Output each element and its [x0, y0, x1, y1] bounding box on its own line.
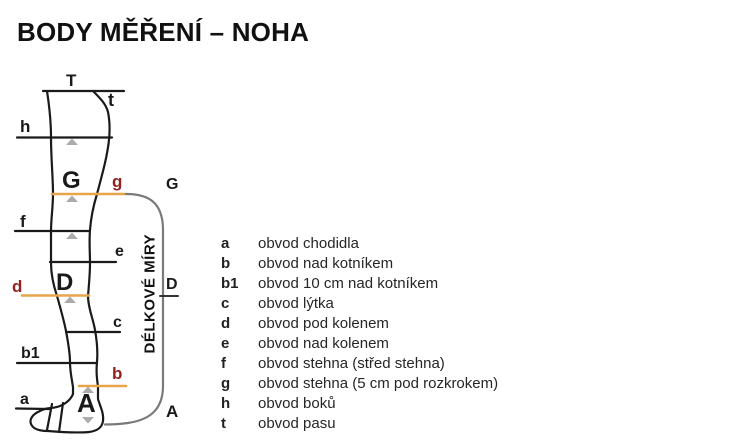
legend-letter: b1 — [221, 274, 239, 292]
foot-outline — [29, 392, 105, 434]
legend-letter: c — [221, 294, 230, 312]
legend-text: obvod stehna (5 cm pod rozkrokem) — [258, 374, 499, 392]
label-A-big: A — [77, 388, 96, 418]
legend-text: obvod 10 cm nad kotníkem — [258, 274, 439, 292]
label-a: a — [20, 391, 29, 408]
legend-item-g: g obvod stehna (5 cm pod rozkrokem) — [221, 373, 498, 393]
bracket-label-G: G — [166, 176, 179, 193]
leg-outline-right — [86, 89, 111, 396]
legend-text: obvod pod kolenem — [258, 314, 389, 332]
legend-item-h: h obvod boků — [221, 393, 498, 413]
legend-item-f: f obvod stehna (střed stehna) — [221, 353, 498, 373]
marker-triangle-down-A — [82, 417, 94, 424]
legend-text: obvod boků — [258, 394, 336, 412]
marker-triangle-up-g — [66, 195, 78, 202]
label-G-big: G — [62, 167, 81, 194]
length-measures-title: DÉLKOVÉ MÍRY — [141, 233, 159, 354]
legend-item-d: d obvod pod kolenem — [221, 313, 498, 333]
label-t: t — [108, 90, 114, 110]
bracket-label-A: A — [166, 402, 179, 421]
legend-item-t: t obvod pasu — [221, 413, 498, 433]
foot-band-line-right — [57, 401, 65, 434]
legend-letter: b — [221, 254, 231, 272]
legend-text: obvod chodidla — [258, 234, 359, 252]
marker-triangle-up-h — [66, 138, 78, 145]
page-title: BODY MĚŘENÍ – NOHA — [17, 17, 310, 47]
marker-triangle-up-d — [64, 296, 76, 303]
bracket-label-D: D — [166, 276, 178, 293]
legend-list: a obvod chodidla b obvod nad kotníkem b1… — [221, 233, 498, 433]
legend-text: obvod pasu — [258, 414, 336, 432]
measure-line-a — [14, 407, 51, 411]
foot-band-line-left — [45, 402, 54, 432]
legend-text: obvod stehna (střed stehna) — [258, 354, 445, 372]
label-h: h — [20, 117, 31, 136]
label-b: b — [112, 364, 123, 383]
label-f: f — [20, 212, 26, 231]
legend-letter: d — [221, 314, 231, 332]
label-T: T — [66, 71, 77, 90]
legend-item-b1: b1 obvod 10 cm nad kotníkem — [221, 273, 498, 293]
legend-letter: h — [221, 394, 231, 412]
marker-triangle-up-f — [66, 232, 78, 239]
label-g: g — [112, 172, 123, 191]
legend-item-e: e obvod nad kolenem — [221, 333, 498, 353]
label-e: e — [115, 243, 124, 260]
legend-letter: f — [221, 354, 226, 372]
legend-letter: g — [221, 374, 231, 392]
legend-text: obvod nad kolenem — [258, 334, 389, 352]
label-d: d — [12, 277, 23, 296]
legend-letter: e — [221, 334, 230, 352]
legend-letter: t — [221, 414, 226, 432]
legend-item-a: a obvod chodidla — [221, 233, 498, 253]
legend-text: obvod lýtka — [258, 294, 334, 312]
length-bracket — [103, 192, 165, 426]
legend-item-b: b obvod nad kotníkem — [221, 253, 498, 273]
label-b1: b1 — [21, 345, 40, 362]
legend-letter: a — [221, 234, 230, 252]
legend-item-c: c obvod lýtka — [221, 293, 498, 313]
marker-triangle-up-b — [82, 386, 94, 393]
label-D-big: D — [56, 269, 74, 296]
legend-text: obvod nad kotníkem — [258, 254, 394, 272]
label-c: c — [113, 314, 122, 331]
